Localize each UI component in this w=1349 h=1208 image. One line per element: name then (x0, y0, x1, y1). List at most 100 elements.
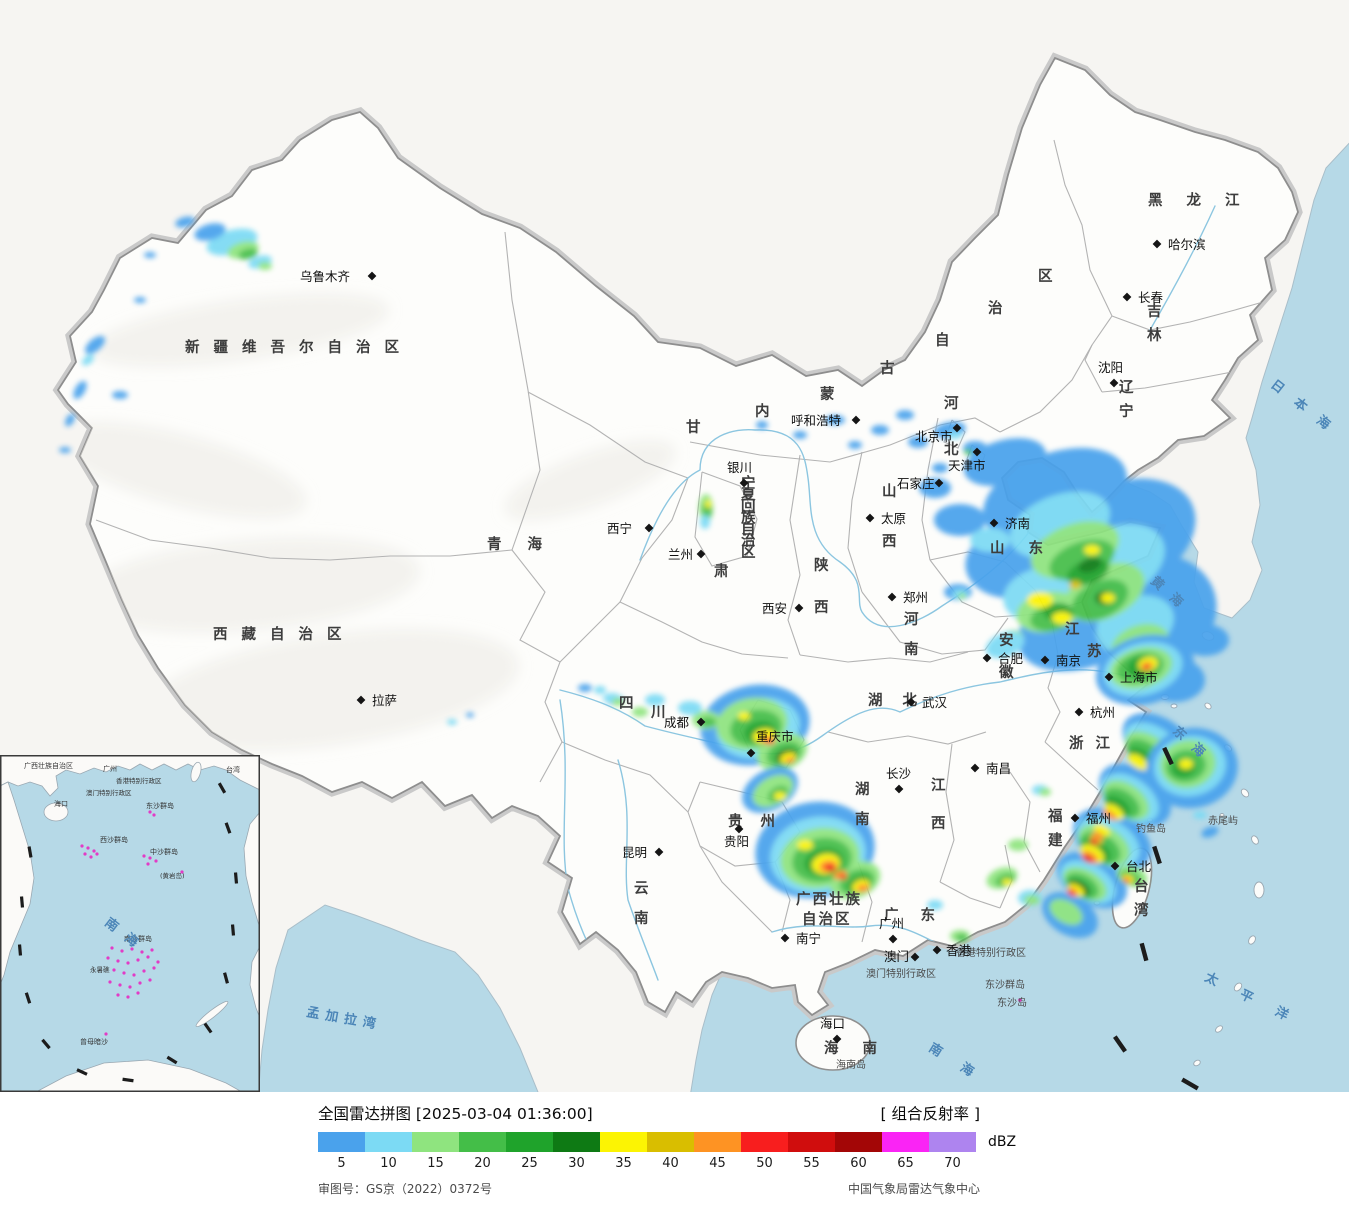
inset-island-dot (148, 978, 152, 982)
province-label: 川 (650, 705, 666, 721)
legend-tick-label: 15 (427, 1156, 444, 1171)
city-marker-icon (1110, 861, 1120, 871)
radar-echo (194, 223, 226, 241)
city-marker-icon (1104, 672, 1114, 682)
radar-echo (1008, 839, 1028, 851)
radar-echo (1201, 826, 1219, 838)
legend-cell: 50 (741, 1132, 788, 1171)
radar-echo (1103, 809, 1117, 821)
radar-echo (612, 698, 624, 706)
legend-cell: 10 (365, 1132, 412, 1171)
legend-swatch (694, 1132, 741, 1152)
radar-echo (1027, 592, 1053, 608)
island (1219, 813, 1225, 817)
city-marker-icon (906, 697, 916, 707)
radar-echo (1069, 581, 1081, 589)
inset-nine-dash-line (17, 782, 239, 1083)
city-label: 成都 (664, 715, 690, 730)
province-label: 吉林 (1147, 302, 1162, 344)
province-label: 西藏自治区 (213, 625, 356, 643)
legend-swatch (459, 1132, 506, 1152)
legend-tick-label: 60 (850, 1156, 867, 1171)
unit-label: dBZ (988, 1134, 1017, 1150)
legend-swatch (741, 1132, 788, 1152)
inset-island-dot (128, 985, 132, 989)
city-label: 兰州 (668, 547, 693, 562)
boundary-dash-mark (1113, 1035, 1127, 1053)
radar-echo (1179, 759, 1193, 769)
city-marker-icon (910, 952, 920, 962)
legend-footer: 审图号：GS京（2022）0372号 中国气象局雷达气象中心 (318, 1180, 980, 1197)
city-label: 香港 (946, 943, 972, 958)
inset-island-dot (108, 980, 112, 984)
inset-label: 中沙群岛 (150, 847, 178, 856)
inset-island-dot (142, 969, 146, 973)
island (1170, 703, 1178, 709)
legend-cell: 60 (835, 1132, 882, 1171)
inset-island-dot (150, 948, 154, 952)
legend-swatch (600, 1132, 647, 1152)
province-label: 辽宁 (1119, 379, 1134, 420)
inset-island-dot (122, 971, 126, 975)
radar-echo (1084, 857, 1090, 863)
city-label: 合肥 (998, 651, 1024, 666)
island (1251, 835, 1259, 845)
boundary-dashes-layer (1113, 746, 1199, 1091)
radar-echo (1067, 890, 1075, 896)
inset-taiwan-island (190, 761, 202, 783)
legend-swatch (412, 1132, 459, 1152)
inset-label: 广西壮族自治区 (24, 761, 73, 770)
inset-label: 台湾 (226, 765, 240, 774)
city-label: 拉萨 (372, 693, 397, 708)
radar-echo (700, 515, 710, 529)
inset-dash-mark (41, 1038, 51, 1050)
radar-echo (797, 840, 813, 850)
legend-header: 全国雷达拼图 [2025-03-04 01:36:00] [ 组合反射率 ] (318, 1102, 980, 1124)
inset-island-dot (142, 854, 146, 858)
radar-echo (112, 391, 128, 399)
province-label: 蒙 (820, 385, 835, 403)
legend-tick-label: 10 (380, 1156, 397, 1171)
province-label: 湖北 (868, 692, 937, 709)
radar-echo (1039, 788, 1051, 796)
legend-cell: 30 (553, 1132, 600, 1171)
legend-swatch (365, 1132, 412, 1152)
island-label: 赤尾屿 (1208, 815, 1238, 827)
province-label: 内 (755, 402, 770, 420)
inset-vietnam-coast (0, 781, 35, 986)
province-label: 古 (880, 359, 895, 377)
city-marker-icon (989, 518, 999, 528)
island (1240, 788, 1250, 798)
radar-echo (948, 431, 962, 439)
inset-island-dot (118, 983, 122, 987)
radar-echo (645, 694, 665, 706)
inset-island-dot (116, 993, 120, 997)
inset-label: 永暑礁 (90, 965, 110, 974)
city-marker-icon (734, 824, 744, 834)
province-label: 四 (619, 696, 634, 712)
radar-echo (956, 934, 968, 942)
legend-tick-label: 50 (756, 1156, 773, 1171)
radar-echo (766, 739, 774, 745)
city-marker-icon (780, 933, 790, 943)
radar-echo (65, 413, 75, 427)
city-marker-icon (894, 784, 904, 794)
radar-echo (1002, 879, 1012, 885)
inset-dash-mark (76, 1068, 88, 1076)
inset-dash-mark (19, 896, 25, 908)
radar-echo (970, 528, 1010, 552)
province-label: 山东 (990, 539, 1067, 557)
radar-echo (828, 867, 834, 871)
city-label: 南昌 (986, 761, 1011, 776)
city-label: 南京 (1056, 653, 1081, 668)
province-label: 自 (935, 331, 950, 349)
radar-echo (985, 631, 1025, 659)
radar-echo (59, 447, 71, 453)
inset-island-dot (152, 966, 156, 970)
radar-echo (927, 900, 943, 910)
radar-echo (932, 463, 948, 473)
inset-label: (黄岩岛) (160, 871, 185, 880)
inset-island-dot (136, 958, 140, 962)
legend-cell: 35 (600, 1132, 647, 1171)
